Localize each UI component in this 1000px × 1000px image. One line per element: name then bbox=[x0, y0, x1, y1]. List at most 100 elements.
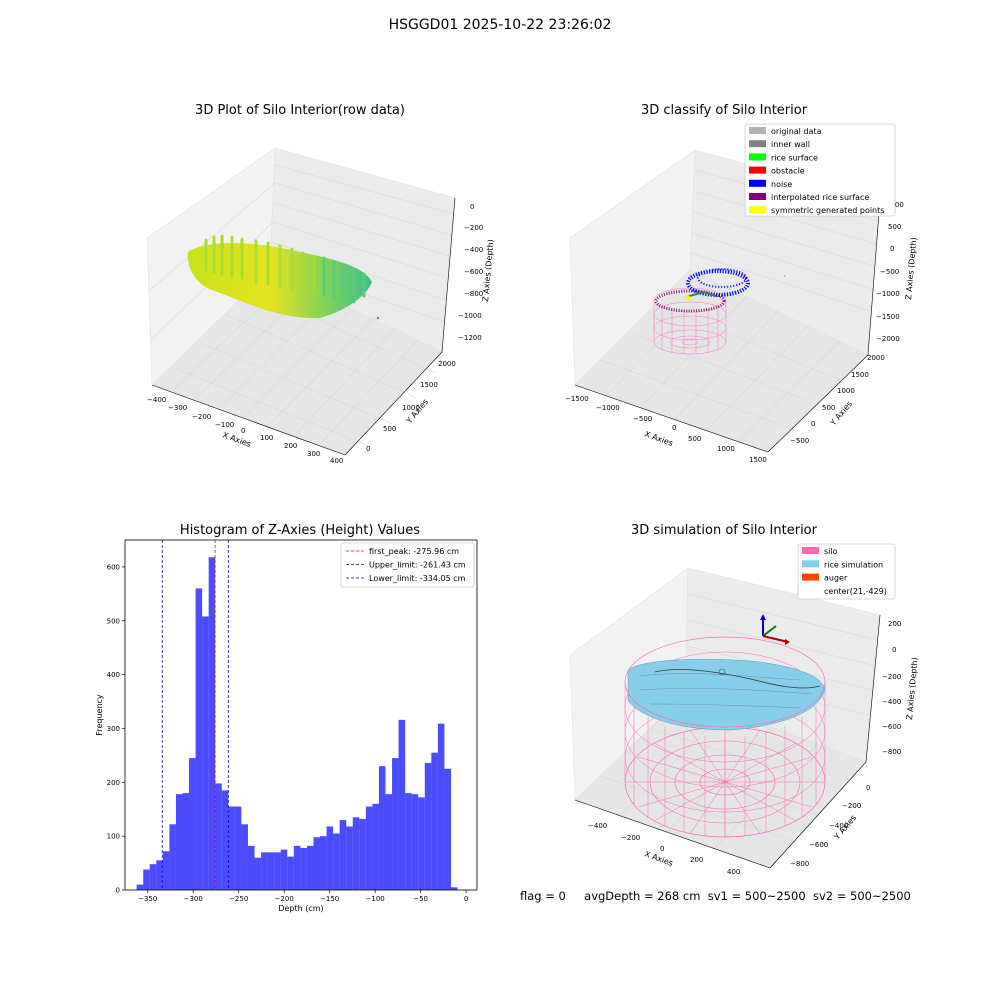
simulation-x-axis-label: X Axies bbox=[643, 849, 674, 868]
histogram-bar bbox=[333, 833, 340, 890]
histogram-bar bbox=[169, 824, 176, 890]
simulation-plot-title: 3D simulation of Silo Interior bbox=[631, 523, 817, 538]
legend-label: center(21,-429) bbox=[824, 587, 887, 596]
histogram-bar bbox=[274, 852, 281, 890]
histogram-bar bbox=[313, 837, 321, 890]
legend-label: Upper_limit: -261.43 cm bbox=[369, 561, 466, 570]
histogram-bars bbox=[136, 557, 458, 890]
histogram-bar bbox=[241, 824, 248, 890]
histogram-y-axis-label: Frequency bbox=[95, 694, 104, 736]
histogram-bar bbox=[339, 820, 347, 890]
svg-text:0: 0 bbox=[892, 646, 896, 654]
histogram-bar bbox=[195, 588, 203, 890]
histogram-bar bbox=[267, 852, 275, 890]
svg-text:−1000: −1000 bbox=[458, 312, 482, 320]
svg-text:400: 400 bbox=[727, 868, 740, 876]
svg-text:2000: 2000 bbox=[438, 360, 456, 368]
figure-title: HSGGD01 2025-10-22 23:26:02 bbox=[388, 17, 612, 33]
histogram-bar bbox=[444, 768, 451, 890]
svg-text:−400: −400 bbox=[147, 396, 166, 404]
svg-text:−400: −400 bbox=[588, 822, 607, 830]
legend-label: silo bbox=[824, 547, 838, 556]
svg-text:0: 0 bbox=[866, 784, 870, 792]
histogram-bar bbox=[437, 723, 445, 890]
histogram-bar bbox=[182, 793, 190, 890]
svg-text:−2000: −2000 bbox=[876, 335, 900, 343]
histogram-bar bbox=[306, 845, 314, 890]
svg-text:200: 200 bbox=[888, 620, 901, 628]
histogram-x-axis-label: Depth (cm) bbox=[278, 904, 323, 913]
svg-text:0: 0 bbox=[470, 203, 474, 211]
svg-text:−500: −500 bbox=[790, 437, 809, 445]
x-tick-label: 0 bbox=[464, 895, 468, 903]
svg-text:0: 0 bbox=[811, 420, 815, 428]
classify-point-cloud bbox=[653, 268, 786, 355]
svg-text:−600: −600 bbox=[882, 723, 901, 731]
histogram-bar bbox=[352, 817, 360, 890]
histogram-bar bbox=[143, 869, 150, 890]
histogram-bar bbox=[365, 806, 373, 890]
x-tick-label: −350 bbox=[138, 895, 157, 903]
y-tick-label: 500 bbox=[107, 617, 120, 625]
avg-depth-value: avgDepth = 268 cm bbox=[584, 889, 701, 903]
histogram-bar bbox=[293, 845, 301, 890]
svg-text:500: 500 bbox=[383, 425, 396, 433]
svg-text:1500: 1500 bbox=[851, 371, 869, 379]
svg-text:−1500: −1500 bbox=[565, 395, 589, 403]
footer-status: flag = 0 avgDepth = 268 cm sv1 = 500~250… bbox=[520, 889, 911, 903]
svg-text:−200: −200 bbox=[192, 413, 211, 421]
svg-text:200: 200 bbox=[690, 856, 703, 864]
classify-legend: original data inner wall rice surface obsta… bbox=[744, 123, 896, 217]
svg-text:400: 400 bbox=[330, 457, 343, 465]
histogram-bar bbox=[346, 826, 353, 890]
simulation-legend: silo rice simulation auger center(21,-429) bbox=[797, 543, 896, 600]
y-tick-label: 100 bbox=[107, 833, 120, 841]
histogram-bar bbox=[320, 836, 327, 890]
simulation-silo-mesh bbox=[624, 636, 826, 838]
histogram-bar bbox=[431, 752, 438, 890]
svg-text:500: 500 bbox=[822, 404, 835, 412]
legend-label: noise bbox=[771, 180, 792, 189]
x-tick-label: −150 bbox=[320, 895, 339, 903]
histogram-bar bbox=[398, 719, 406, 890]
svg-text:−500: −500 bbox=[880, 268, 899, 276]
classify-x-axis-label: X Axies bbox=[643, 429, 674, 448]
svg-text:0: 0 bbox=[890, 245, 894, 253]
svg-text:−500: −500 bbox=[633, 415, 652, 423]
y-tick-label: 400 bbox=[107, 671, 120, 679]
histogram-frame bbox=[124, 539, 478, 891]
svg-text:1500: 1500 bbox=[749, 456, 767, 464]
legend-swatch bbox=[749, 193, 766, 200]
y-tick-label: 600 bbox=[107, 563, 120, 571]
svg-text:−600: −600 bbox=[464, 268, 483, 276]
legend-label: obstacle bbox=[771, 167, 805, 176]
legend-swatch bbox=[749, 140, 766, 148]
flag-value: flag = 0 bbox=[520, 889, 566, 903]
histogram-bar bbox=[424, 762, 432, 890]
histogram-bar bbox=[405, 793, 412, 890]
histogram-bar bbox=[280, 849, 288, 890]
histogram-y-ticks: 0 100 200 300 400 500 600 bbox=[107, 563, 125, 895]
svg-text:−1500: −1500 bbox=[876, 313, 900, 321]
svg-text:−600: −600 bbox=[809, 841, 828, 849]
svg-text:−200: −200 bbox=[464, 224, 483, 232]
svg-text:−100: −100 bbox=[215, 421, 234, 429]
legend-swatch bbox=[749, 127, 766, 134]
histogram-bar bbox=[156, 860, 163, 890]
svg-text:−200: −200 bbox=[621, 834, 640, 842]
classify-plot-title: 3D classify of Silo Interior bbox=[640, 103, 808, 118]
histogram-bar bbox=[215, 783, 222, 890]
legend-swatch bbox=[749, 153, 766, 161]
legend-label: inner wall bbox=[771, 140, 810, 149]
legend-label: first_peak: -275.96 cm bbox=[369, 547, 459, 556]
legend-label: Lower_limit: -334.05 cm bbox=[369, 574, 466, 583]
svg-text:2000: 2000 bbox=[867, 354, 885, 362]
x-tick-label: −100 bbox=[366, 895, 385, 903]
svg-text:−200: −200 bbox=[842, 802, 861, 810]
simulation-z-axis-label: Z Axies (Depth) bbox=[905, 657, 919, 720]
svg-text:−1000: −1000 bbox=[876, 290, 900, 298]
histogram-bar bbox=[247, 845, 255, 890]
svg-text:0: 0 bbox=[241, 427, 245, 435]
legend-label: rice simulation bbox=[824, 560, 883, 569]
